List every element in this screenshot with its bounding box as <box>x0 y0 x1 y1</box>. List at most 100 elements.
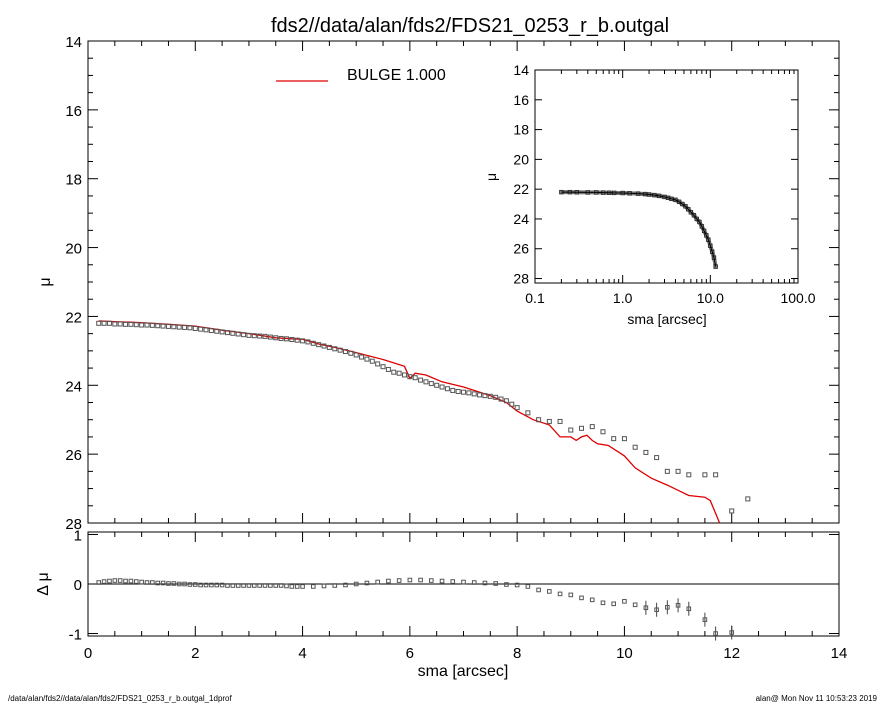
residual-point <box>107 578 112 584</box>
observed-point <box>96 320 102 326</box>
residual-point <box>589 597 595 603</box>
residual-point <box>536 587 541 593</box>
inset-x-tick-label: 1.0 <box>613 290 633 306</box>
inset-point <box>688 210 694 215</box>
residual-point <box>251 583 257 588</box>
residual-y-tick-label: 0 <box>74 577 82 594</box>
residual-point <box>407 577 413 583</box>
observed-point <box>525 410 531 416</box>
observed-point <box>557 418 563 424</box>
inset-point <box>691 213 697 218</box>
observed-point <box>106 320 112 326</box>
observed-point <box>423 379 429 385</box>
observed-point <box>396 370 402 376</box>
residual-point <box>214 582 220 588</box>
residual-point <box>246 583 252 588</box>
residual-point <box>289 584 295 589</box>
observed-point <box>434 382 440 388</box>
observed-point <box>144 322 150 328</box>
residual-point <box>171 581 177 586</box>
residual-point <box>203 582 209 588</box>
inset-points-layer <box>559 189 718 269</box>
residual-point <box>198 582 203 588</box>
observed-point <box>477 392 483 398</box>
x-tick-label: 8 <box>513 645 521 662</box>
residual-point <box>133 579 139 584</box>
residual-point <box>278 583 284 588</box>
observed-point <box>439 384 445 390</box>
residual-point <box>643 605 649 611</box>
x-tick-label: 12 <box>723 645 740 662</box>
observed-point <box>337 347 343 353</box>
observed-point <box>214 328 220 334</box>
residual-point <box>504 582 509 587</box>
residual-point <box>364 580 370 586</box>
observed-point <box>466 390 472 396</box>
observed-point <box>262 333 268 339</box>
inset-point <box>708 243 713 248</box>
observed-point <box>101 320 107 326</box>
residual-y-tick-label: -1 <box>69 627 82 644</box>
residual-point <box>112 578 118 583</box>
observed-point <box>391 369 397 375</box>
main-y-tick-label: 28 <box>65 516 82 533</box>
observed-point <box>702 472 708 478</box>
observed-point <box>198 326 204 332</box>
residual-point <box>547 589 552 594</box>
x-tick-label: 2 <box>191 645 199 662</box>
residual-point <box>568 592 574 598</box>
inset-point <box>694 216 699 222</box>
residual-point <box>611 601 617 607</box>
observed-point <box>745 496 751 502</box>
inset-x-tick-label: 100.0 <box>780 290 815 306</box>
residual-point <box>461 579 466 585</box>
observed-point <box>589 424 595 430</box>
residual-point <box>294 584 300 589</box>
observed-point <box>273 335 279 341</box>
footer-user-timestamp: alan@ Mon Nov 11 10:53:23 2019 <box>755 694 877 703</box>
inset-point <box>704 233 709 238</box>
observed-point <box>455 388 461 394</box>
chart-title: fds2//data/alan/fds2/FDS21_0253_r_b.outg… <box>271 15 669 37</box>
observed-point <box>503 398 509 404</box>
main-y-tick-label: 22 <box>65 309 82 326</box>
observed-point <box>401 372 407 378</box>
observed-point <box>412 375 418 381</box>
model-curve-layer <box>98 320 721 524</box>
residual-point <box>702 617 708 622</box>
observed-point <box>219 329 225 335</box>
inset-y-tick-label: 20 <box>513 151 529 167</box>
observed-point <box>686 472 692 478</box>
inset-x-tick-label: 0.1 <box>525 290 545 306</box>
observed-point <box>675 468 681 474</box>
x-tick-label: 4 <box>298 645 306 662</box>
observed-point <box>713 472 719 478</box>
residual-point <box>622 599 627 604</box>
residual-point <box>482 580 488 586</box>
observed-point <box>450 387 456 393</box>
observed-point <box>123 321 129 327</box>
residual-point <box>713 631 718 636</box>
residual-point <box>219 582 225 588</box>
observed-point <box>600 429 606 435</box>
x-axis-label: sma [arcsec] <box>418 663 509 680</box>
residual-point <box>128 578 134 584</box>
main-panel: 14 16 18 20 22 24 26 28 μ BULGE 1.000 <box>37 34 840 533</box>
inset-panel: 14 16 18 20 22 24 26 28 0.1 1.0 10.0 100.0 μ sma [a… <box>483 62 816 327</box>
x-tick-label: 10 <box>616 645 633 662</box>
residual-point <box>241 583 246 588</box>
inset-ticks: 14 16 18 20 22 24 26 28 0.1 1.0 10.0 100.0 <box>513 62 815 306</box>
residual-point <box>155 580 161 586</box>
residual-point <box>386 578 391 584</box>
residual-point <box>353 581 359 587</box>
residual-point <box>493 581 498 586</box>
main-y-tick-label: 18 <box>65 172 82 189</box>
observed-point <box>380 364 386 370</box>
residual-point <box>654 607 659 613</box>
observed-point <box>133 322 139 328</box>
residual-point <box>579 595 584 601</box>
inset-point <box>676 199 682 205</box>
inset-model-line <box>561 191 717 267</box>
observed-point <box>155 323 161 329</box>
residual-point <box>262 583 268 588</box>
